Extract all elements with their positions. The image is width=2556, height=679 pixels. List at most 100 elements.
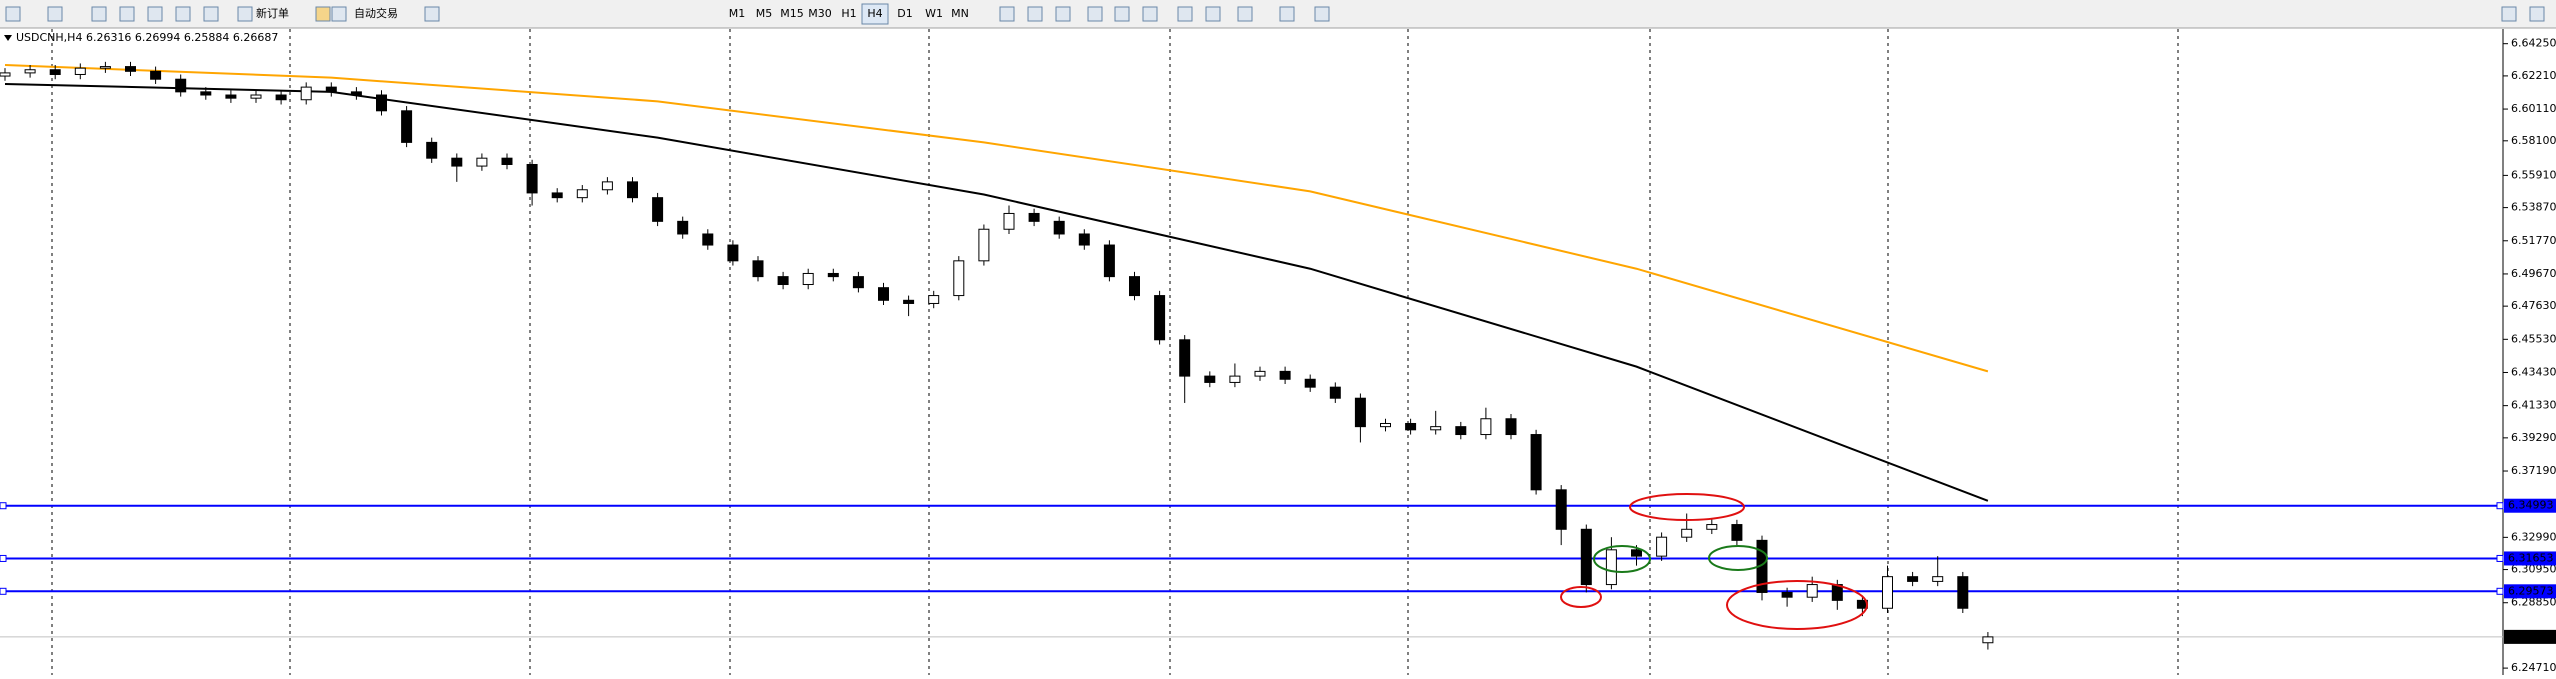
hline-handle[interactable]: [0, 587, 7, 595]
hline-price-label: 6.34993: [2508, 499, 2554, 512]
y-tick-label: 6.53870: [2511, 201, 2556, 214]
y-tick-label: 6.32990: [2511, 530, 2556, 543]
icon[interactable]: [237, 6, 253, 22]
candle-body: [1631, 549, 1642, 557]
candle-body: [727, 244, 739, 262]
annotations: [1560, 493, 1868, 630]
green-ellipse: [1708, 545, 1768, 571]
timeframe-button[interactable]: M5: [756, 7, 773, 20]
timeframe-button[interactable]: M1: [729, 7, 746, 20]
timeframe-button[interactable]: H1: [841, 7, 856, 20]
candle-body: [953, 260, 965, 297]
y-tick-label: 6.51770: [2511, 234, 2556, 247]
candle-body: [1254, 370, 1266, 377]
candle-body: [1530, 434, 1542, 491]
icon[interactable]: [1087, 6, 1103, 22]
y-tick-label: 6.41330: [2511, 399, 2556, 412]
icon[interactable]: [1114, 6, 1130, 22]
candle-body: [903, 299, 915, 304]
candle-body: [1505, 418, 1517, 436]
chart-menu-arrow[interactable]: [4, 35, 12, 41]
timeframe-button[interactable]: M30: [808, 7, 832, 20]
y-tick-label: 6.30950: [2511, 563, 2556, 576]
candle-body: [1154, 295, 1166, 341]
icon[interactable]: [999, 6, 1015, 22]
hline-handle[interactable]: [2496, 502, 2504, 510]
candle-body: [275, 94, 287, 101]
icon[interactable]: [2529, 6, 2545, 22]
icon[interactable]: [1279, 6, 1295, 22]
icon[interactable]: [1237, 6, 1253, 22]
icon[interactable]: [147, 6, 163, 22]
y-tick-label: 6.47630: [2511, 299, 2556, 312]
candle-body: [1932, 576, 1944, 582]
hline-handle[interactable]: [2496, 554, 2504, 562]
candle-body: [99, 66, 111, 69]
new-order-button[interactable]: 新订单: [256, 6, 289, 20]
last-price-box: [2504, 629, 2556, 644]
icon[interactable]: [1142, 6, 1158, 22]
icon[interactable]: [424, 6, 440, 22]
candle-body: [401, 110, 413, 143]
candle-body: [526, 163, 538, 194]
hline-handle[interactable]: [2496, 587, 2504, 595]
y-tick-label: 6.43430: [2511, 365, 2556, 378]
icon[interactable]: [203, 6, 219, 22]
candle-body: [1380, 422, 1391, 428]
candle-body: [777, 276, 789, 286]
icon[interactable]: [315, 6, 331, 22]
candle-body: [702, 233, 714, 246]
y-tick-label: 6.45530: [2511, 332, 2556, 345]
candle-body: [1179, 339, 1191, 377]
icon[interactable]: [1055, 6, 1071, 22]
candle-body: [852, 276, 864, 289]
hline-handle[interactable]: [0, 554, 7, 562]
hline-handle[interactable]: [0, 502, 7, 510]
icon[interactable]: [1314, 6, 1330, 22]
icon[interactable]: [175, 6, 191, 22]
red-ellipse: [1726, 580, 1868, 630]
candle-body: [1706, 524, 1718, 530]
candle-body: [1731, 524, 1743, 541]
candle-body: [1229, 375, 1241, 383]
icon[interactable]: [1177, 6, 1193, 22]
candle-body: [652, 197, 664, 222]
candle-body: [1405, 422, 1417, 431]
red-ellipse: [1629, 493, 1745, 521]
icon[interactable]: [1205, 6, 1221, 22]
candle-body: [376, 94, 387, 112]
chart-title: USDCNH,H4 6.26316 6.26994 6.25884 6.2668…: [16, 31, 278, 44]
icon[interactable]: [5, 6, 21, 22]
icon[interactable]: [1027, 6, 1043, 22]
candle-body: [827, 272, 839, 278]
green-ellipse: [1593, 545, 1651, 573]
candle-body: [1204, 375, 1216, 383]
candle-body: [1555, 489, 1567, 530]
icon[interactable]: [91, 6, 107, 22]
candle-body: [49, 69, 61, 75]
candle-body: [350, 91, 362, 96]
chart-area: [0, 29, 2503, 675]
candle-body: [576, 189, 588, 199]
icon[interactable]: [331, 6, 347, 22]
y-tick-label: 6.28850: [2511, 596, 2556, 609]
candle-body: [1354, 397, 1366, 428]
timeframe-button[interactable]: M15: [780, 7, 804, 20]
candle-body: [200, 91, 212, 96]
candle-body: [1430, 426, 1442, 431]
candle-body: [978, 228, 990, 262]
icon[interactable]: [119, 6, 135, 22]
icon[interactable]: [47, 6, 63, 22]
timeframe-button[interactable]: MN: [951, 7, 969, 20]
timeframe-button[interactable]: H4: [867, 7, 882, 20]
candle-body: [1003, 212, 1015, 230]
auto-trading-button[interactable]: 自动交易: [354, 6, 398, 20]
y-tick-label: 6.24710: [2511, 661, 2556, 674]
toolbar-icons: [5, 6, 2545, 22]
candle-body: [225, 94, 237, 99]
timeframe-button[interactable]: W1: [925, 7, 943, 20]
plot: [0, 61, 2504, 650]
icon[interactable]: [2501, 6, 2517, 22]
timeframe-button[interactable]: D1: [897, 7, 912, 20]
